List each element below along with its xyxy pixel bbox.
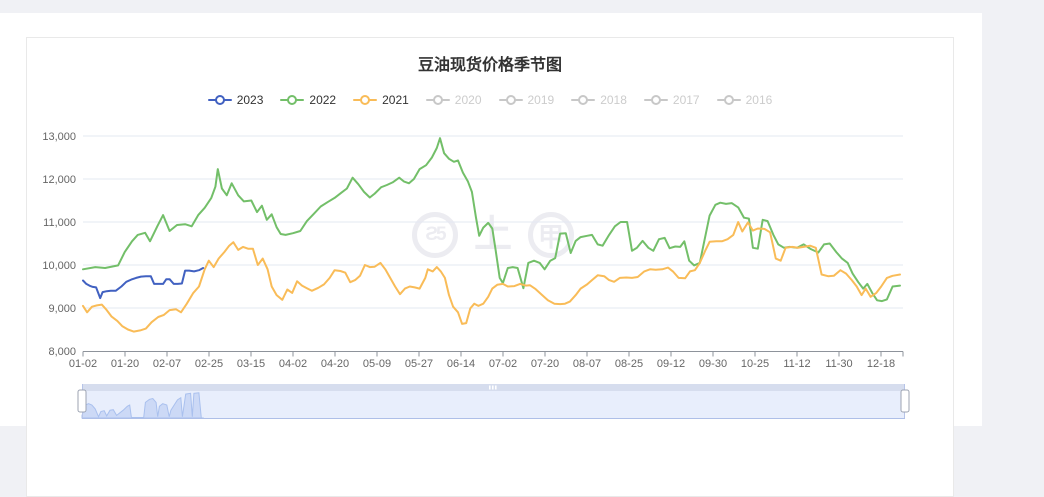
page: { "page": {"background": "#f0f1f5", "pan… [0,13,982,497]
legend-line-icon [498,95,523,105]
legend-label: 2016 [745,93,773,107]
legend-line-icon [716,95,741,105]
legend-label: 2018 [600,93,627,107]
watermark: Ƨ5 上 甲 [378,206,608,264]
legend-item-2022[interactable]: 2022 [280,94,336,106]
watermark-char-jia-icon: 甲 [528,212,574,258]
legend-label: 2022 [309,93,337,107]
legend-label: 2020 [454,93,482,107]
legend-label: 2017 [672,93,700,107]
legend-line-icon [280,95,305,105]
legend-item-2017[interactable]: 2017 [643,93,700,107]
legend-line-icon [425,95,450,105]
legend-line-icon [571,95,596,105]
legend-item-2016[interactable]: 2016 [716,93,773,107]
legend-item-2020[interactable]: 2020 [425,93,482,107]
chart-title: 豆油现货价格季节图 [417,57,562,74]
legend-label: 2023 [236,93,264,107]
legend-label: 2019 [527,93,555,107]
legend-line-icon [207,95,232,105]
legend-item-2019[interactable]: 2019 [498,93,555,107]
chart-card: 豆油现货价格季节图 2023 2022 2021 2020 2019 2018 2017 20… [26,37,954,497]
legend-item-2023[interactable]: 2023 [207,93,264,107]
legend-line-icon [353,95,378,105]
watermark-logo-icon: Ƨ5 [411,212,458,258]
legend-item-2018[interactable]: 2018 [571,94,627,106]
chart-legend: 2023 2022 2021 2020 2019 2018 2017 2016 [27,94,953,106]
legend-item-2021[interactable]: 2021 [353,94,409,106]
legend-label: 2021 [382,93,409,107]
watermark-char-shang: 上 [473,214,512,256]
legend-line-icon [643,95,668,105]
